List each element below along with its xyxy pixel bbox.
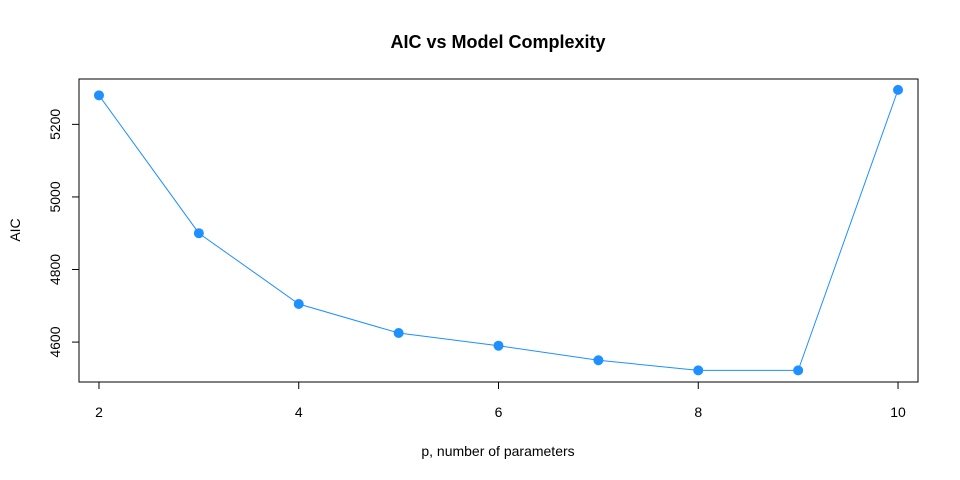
x-tick-label: 10 [890,404,906,420]
data-point [293,298,304,309]
y-axis-label: AIC [7,218,23,241]
data-point [493,340,504,351]
y-tick-label: 4800 [47,254,63,285]
x-tick-label: 6 [495,404,503,420]
series-layer [93,84,904,376]
x-axis-label: p, number of parameters [421,443,574,459]
data-point [693,365,704,376]
data-point [593,355,604,366]
plot-frame [78,78,919,383]
x-tick-label: 8 [694,404,702,420]
data-point [393,328,404,339]
chart-title: AIC vs Model Complexity [390,32,605,52]
data-point [893,84,904,95]
y-tick-label: 4600 [47,326,63,357]
data-point [93,90,104,101]
x-tick-label: 4 [295,404,303,420]
x-axis: 2 4 6 8 10 [95,381,906,420]
y-tick-label: 5000 [47,181,63,212]
y-tick-label: 5200 [47,109,63,140]
y-axis: 4600 4800 5000 5200 [47,109,80,358]
data-point [793,365,804,376]
x-tick-label: 2 [95,404,103,420]
series-line [98,89,899,371]
data-point [193,228,204,239]
